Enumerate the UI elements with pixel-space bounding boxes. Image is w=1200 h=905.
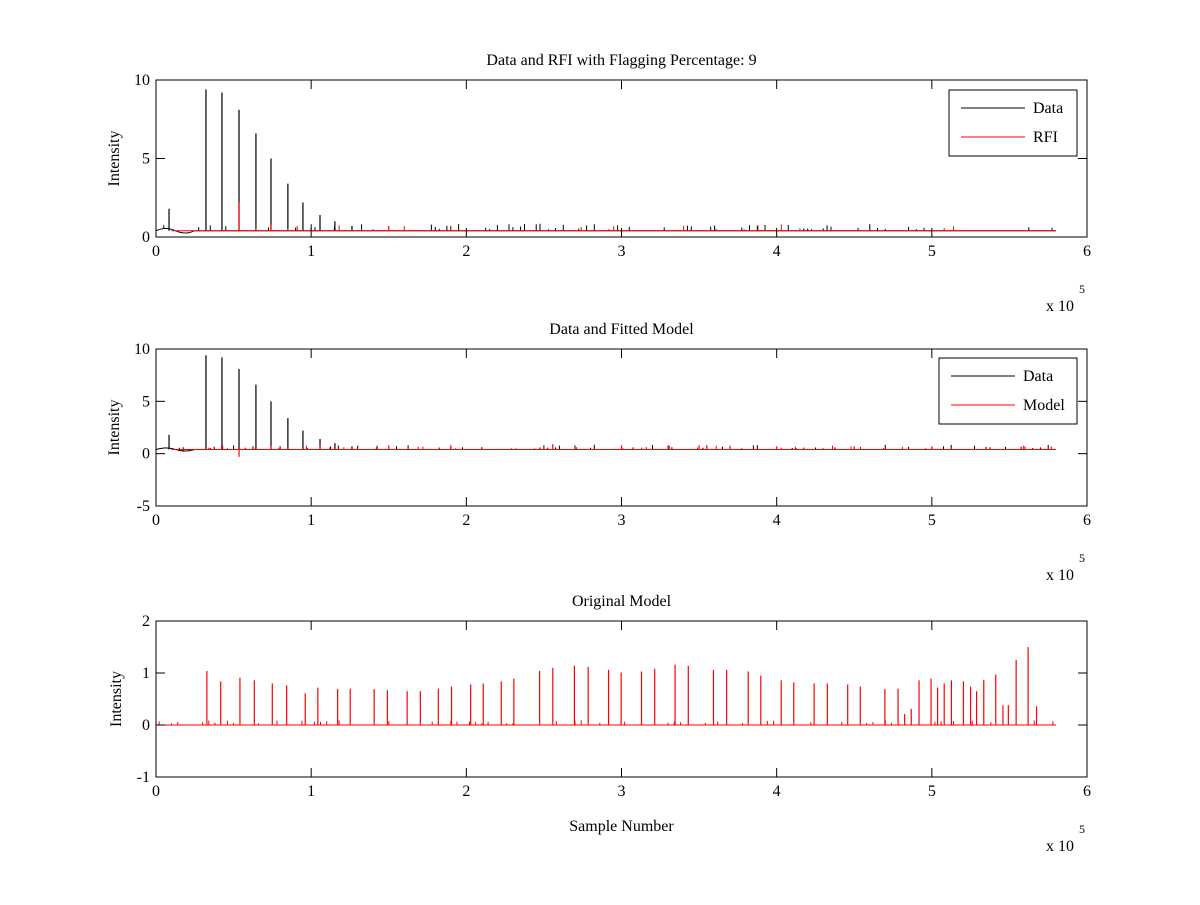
x-tick-label: 3 xyxy=(618,512,626,529)
plot-area xyxy=(156,647,1056,726)
x-tick-label: 5 xyxy=(928,243,936,260)
plot-area xyxy=(155,89,1056,234)
x-tick-label: 0 xyxy=(152,512,160,529)
x-multiplier-exponent: 5 xyxy=(1079,822,1085,836)
x-tick-label: 1 xyxy=(307,243,315,260)
x-tick-label: 4 xyxy=(773,783,781,800)
x-tick-label: 4 xyxy=(773,512,781,529)
legend: Data Model xyxy=(938,357,1078,425)
model-series-line xyxy=(171,445,1056,450)
x-tick-label: 0 xyxy=(152,783,160,800)
legend: Data RFI xyxy=(948,89,1078,157)
y-tick-label: 5 xyxy=(142,393,150,410)
x-tick-label: 2 xyxy=(462,512,470,529)
y-tick-label: 0 xyxy=(142,717,150,734)
x-tick-label: 3 xyxy=(618,243,626,260)
y-tick-label: 0 xyxy=(142,446,150,463)
x-tick-label: 2 xyxy=(462,783,470,800)
chart-title: Data and RFI with Flagging Percentage: 9 xyxy=(486,52,756,69)
axes-box xyxy=(155,79,1088,238)
x-tick-label: 6 xyxy=(1083,243,1091,260)
y-tick-label: -5 xyxy=(137,498,150,515)
x-tick-label: 5 xyxy=(928,512,936,529)
legend-box xyxy=(948,89,1078,157)
chart-title: Original Model xyxy=(572,593,672,610)
y-axis-label: Intensity xyxy=(106,131,123,187)
y-tick-label: 0 xyxy=(142,229,150,246)
y-axis-label: Intensity xyxy=(106,400,123,456)
y-tick-label: 10 xyxy=(134,72,150,89)
x-multiplier-exponent: 5 xyxy=(1079,282,1085,296)
x-multiplier-exponent: 5 xyxy=(1079,551,1085,565)
x-tick-label: 4 xyxy=(773,243,781,260)
legend-label-data: Data xyxy=(1033,100,1063,117)
x-tick-label: 6 xyxy=(1083,783,1091,800)
legend-label-model: Model xyxy=(1023,397,1065,414)
x-tick-label: 0 xyxy=(152,243,160,260)
x-multiplier-label: x 10 xyxy=(1046,838,1074,855)
x-tick-label: 3 xyxy=(618,783,626,800)
x-axis-label: Sample Number xyxy=(569,818,674,835)
x-tick-label: 5 xyxy=(928,783,936,800)
x-multiplier-label: x 10 xyxy=(1046,298,1074,315)
x-tick-label: 6 xyxy=(1083,512,1091,529)
x-tick-label: 2 xyxy=(462,243,470,260)
legend-label-rfi: RFI xyxy=(1033,129,1058,146)
y-axis-label: Intensity xyxy=(108,671,125,727)
x-tick-label: 1 xyxy=(307,783,315,800)
data-series-line xyxy=(155,223,1056,234)
subplot-3: Original Model Intensity Sample Number 0 1 2 3… xyxy=(108,593,1091,855)
x-multiplier-label: x 10 xyxy=(1046,567,1074,584)
y-tick-label: 2 xyxy=(142,613,150,630)
plot-area xyxy=(155,355,1056,457)
y-tick-label: 1 xyxy=(142,665,150,682)
y-tick-label: 5 xyxy=(142,151,150,168)
data-series-line xyxy=(155,444,1056,452)
y-tick-label: -1 xyxy=(137,769,150,786)
y-tick-label: 10 xyxy=(134,341,150,358)
x-tick-label: 1 xyxy=(307,512,315,529)
model-series-line xyxy=(156,720,1056,726)
legend-box xyxy=(938,357,1078,425)
chart-title: Data and Fitted Model xyxy=(549,321,694,338)
rfi-series-line xyxy=(171,224,1056,232)
legend-label-data: Data xyxy=(1023,368,1053,385)
subplot-1: Data and RFI with Flagging Percentage: 9… xyxy=(106,52,1091,315)
